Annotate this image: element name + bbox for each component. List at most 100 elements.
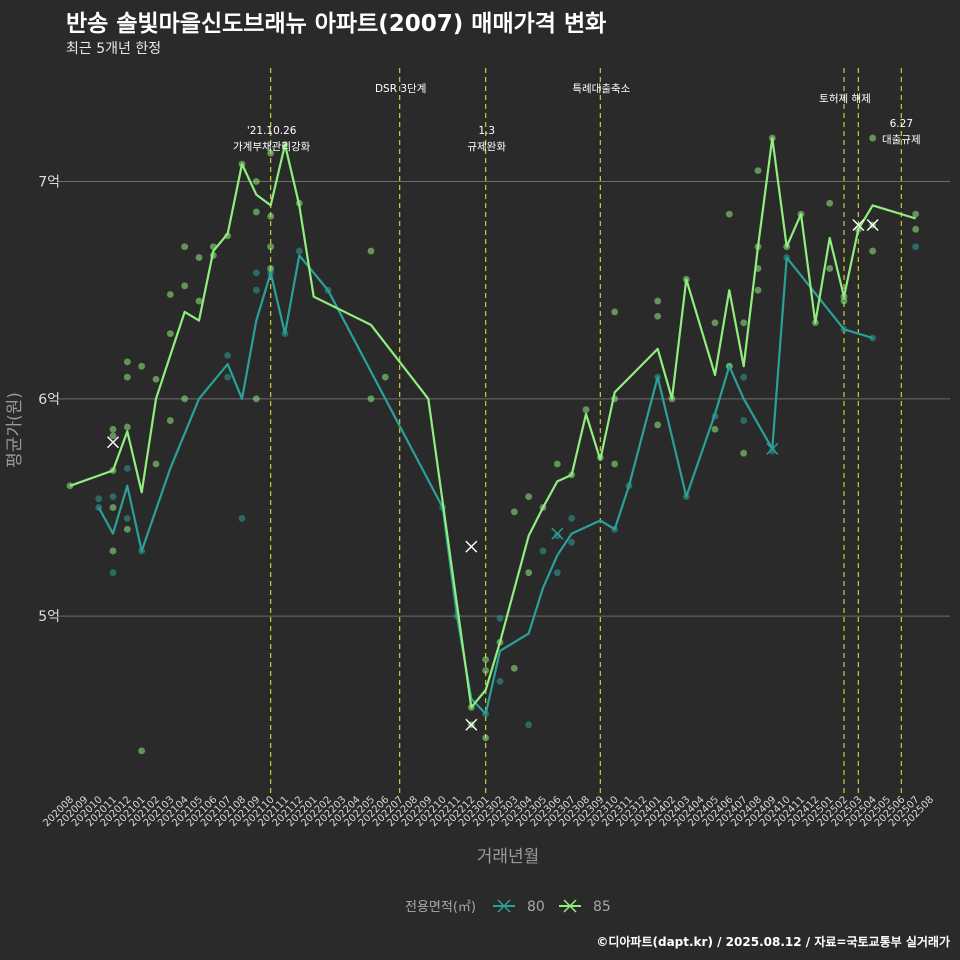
point-80 — [539, 547, 547, 555]
point-85 — [654, 312, 662, 320]
point-85 — [740, 319, 748, 327]
legend-label: 85 — [593, 899, 611, 915]
point-80 — [553, 532, 561, 540]
axes: 5억6억7억2020082020092020102020112020122021… — [5, 175, 936, 867]
cancel-stroke — [107, 436, 119, 449]
point-85 — [381, 373, 389, 381]
point-80 — [496, 677, 504, 685]
point-85 — [166, 330, 174, 338]
cancel-stroke — [766, 442, 779, 455]
point-85 — [166, 417, 174, 424]
event-label: 1.3 규제완화 — [467, 125, 506, 153]
point-85 — [181, 282, 189, 290]
point-85 — [109, 425, 117, 433]
point-85 — [367, 395, 375, 403]
event-label-line: 규제완화 — [467, 140, 506, 153]
legend-title: 전용면적(㎡) — [405, 900, 476, 915]
cancelled-marker-85 — [866, 218, 879, 231]
point-85 — [109, 504, 117, 511]
point-80 — [224, 351, 232, 359]
event-label: 특례대출축소 — [572, 83, 630, 95]
point-85 — [725, 210, 733, 218]
data-points — [66, 134, 920, 755]
cancelled-marker-85 — [465, 540, 478, 553]
point-85 — [267, 265, 275, 272]
cancelled-marker-85 — [465, 718, 478, 731]
point-85 — [109, 432, 117, 440]
point-85 — [252, 178, 260, 185]
cancel-stroke — [465, 718, 478, 731]
point-85 — [654, 421, 662, 429]
cancelled-marker-80 — [551, 527, 564, 540]
event-label-line: DSR 3단계 — [375, 83, 426, 95]
event-lines — [270, 68, 902, 796]
point-85 — [510, 664, 518, 672]
event-label-line: '21.10.26 — [247, 125, 297, 137]
legend-cross — [497, 899, 511, 913]
point-85 — [482, 656, 490, 664]
point-80 — [496, 614, 504, 622]
point-85 — [152, 460, 160, 468]
point-80 — [568, 514, 576, 522]
cancelled-marker-85 — [852, 218, 865, 231]
point-80 — [252, 286, 260, 294]
gridlines — [58, 181, 950, 617]
point-85 — [611, 460, 619, 468]
event-label: 토허제 해제 — [819, 92, 871, 105]
series-line-80 — [97, 254, 874, 715]
point-80 — [295, 247, 303, 255]
point-80 — [238, 514, 246, 522]
legend-label: 80 — [527, 899, 545, 915]
point-80 — [95, 495, 103, 503]
point-80 — [912, 243, 920, 251]
legend-item-85: 85 — [559, 899, 611, 915]
point-85 — [525, 569, 533, 577]
point-85 — [869, 134, 877, 142]
point-85 — [138, 362, 146, 370]
series-line-85 — [69, 137, 917, 709]
event-label-line: 가계부채관리강화 — [233, 141, 311, 153]
event-label: DSR 3단계 — [375, 83, 426, 95]
series-lines — [69, 137, 917, 715]
point-85 — [152, 375, 160, 383]
point-85 — [123, 525, 131, 533]
point-85 — [138, 747, 146, 755]
point-80 — [123, 464, 131, 472]
point-80 — [525, 721, 533, 729]
point-80 — [109, 569, 117, 577]
y-tick-label: 6억 — [38, 392, 60, 408]
point-85 — [267, 149, 275, 157]
event-labels: '21.10.26 가계부채관리강화 DSR 3단계 1.3 규제완화 특례대출축소토허제… — [233, 83, 921, 153]
event-label: 6.27 대출규제 — [882, 118, 921, 146]
point-80 — [109, 493, 117, 501]
cancelled-marker-80 — [766, 442, 779, 455]
chart-title: 반송 솔빛마을신도브래뉴 아파트(2007) 매매가격 변화 — [66, 11, 607, 37]
point-85 — [482, 734, 490, 742]
point-85 — [267, 212, 275, 220]
event-label-line: 6.27 — [890, 118, 913, 130]
point-85 — [754, 167, 762, 175]
point-85 — [166, 291, 174, 298]
point-85 — [482, 667, 490, 674]
point-85 — [109, 547, 117, 555]
point-85 — [826, 265, 834, 272]
point-85 — [654, 297, 662, 305]
point-85 — [740, 449, 748, 457]
point-85 — [711, 319, 719, 327]
point-85 — [252, 395, 260, 403]
point-85 — [912, 210, 920, 218]
event-label-line: 대출규제 — [882, 134, 921, 146]
event-label-line: 1.3 — [478, 125, 495, 137]
point-80 — [252, 269, 260, 277]
point-85 — [754, 286, 762, 294]
point-80 — [740, 417, 748, 424]
cancel-stroke — [551, 527, 564, 540]
point-85 — [181, 243, 189, 251]
cancel-stroke — [866, 218, 879, 231]
point-85 — [123, 423, 131, 431]
point-85 — [510, 508, 518, 516]
point-85 — [195, 254, 203, 261]
point-85 — [181, 395, 189, 403]
point-80 — [224, 373, 232, 381]
